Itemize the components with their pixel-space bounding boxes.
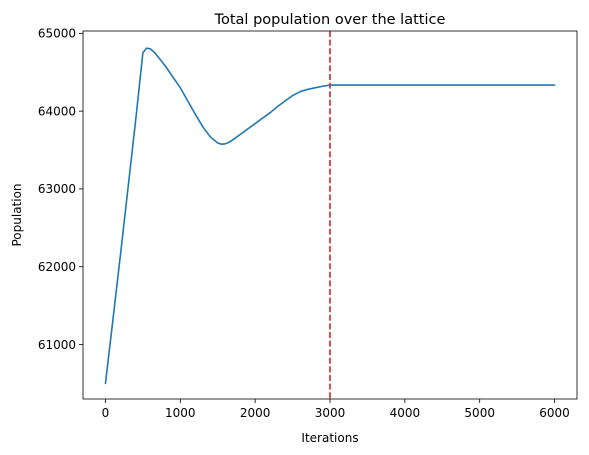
x-tick-label-4: 4000 [390,406,421,420]
y-tick-label-0: 61000 [38,338,76,352]
y-axis-label: Population [10,183,24,246]
x-tick-label-2: 2000 [240,406,271,420]
x-axis: 0 1000 2000 3000 4000 5000 6000 [102,399,570,420]
y-tick-label-1: 62000 [38,260,76,274]
x-tick-label-3: 3000 [315,406,346,420]
x-tick-label-5: 5000 [464,406,495,420]
chart-title: Total population over the lattice [214,12,446,28]
x-tick-label-6: 6000 [539,406,570,420]
y-tick-label-2: 63000 [38,182,76,196]
y-tick-label-4: 65000 [38,27,76,41]
y-axis: 61000 62000 63000 64000 65000 [38,27,83,352]
x-tick-label-1: 1000 [165,406,196,420]
x-tick-label-0: 0 [102,406,110,420]
y-tick-label-3: 64000 [38,104,76,118]
x-axis-label: Iterations [301,431,358,445]
